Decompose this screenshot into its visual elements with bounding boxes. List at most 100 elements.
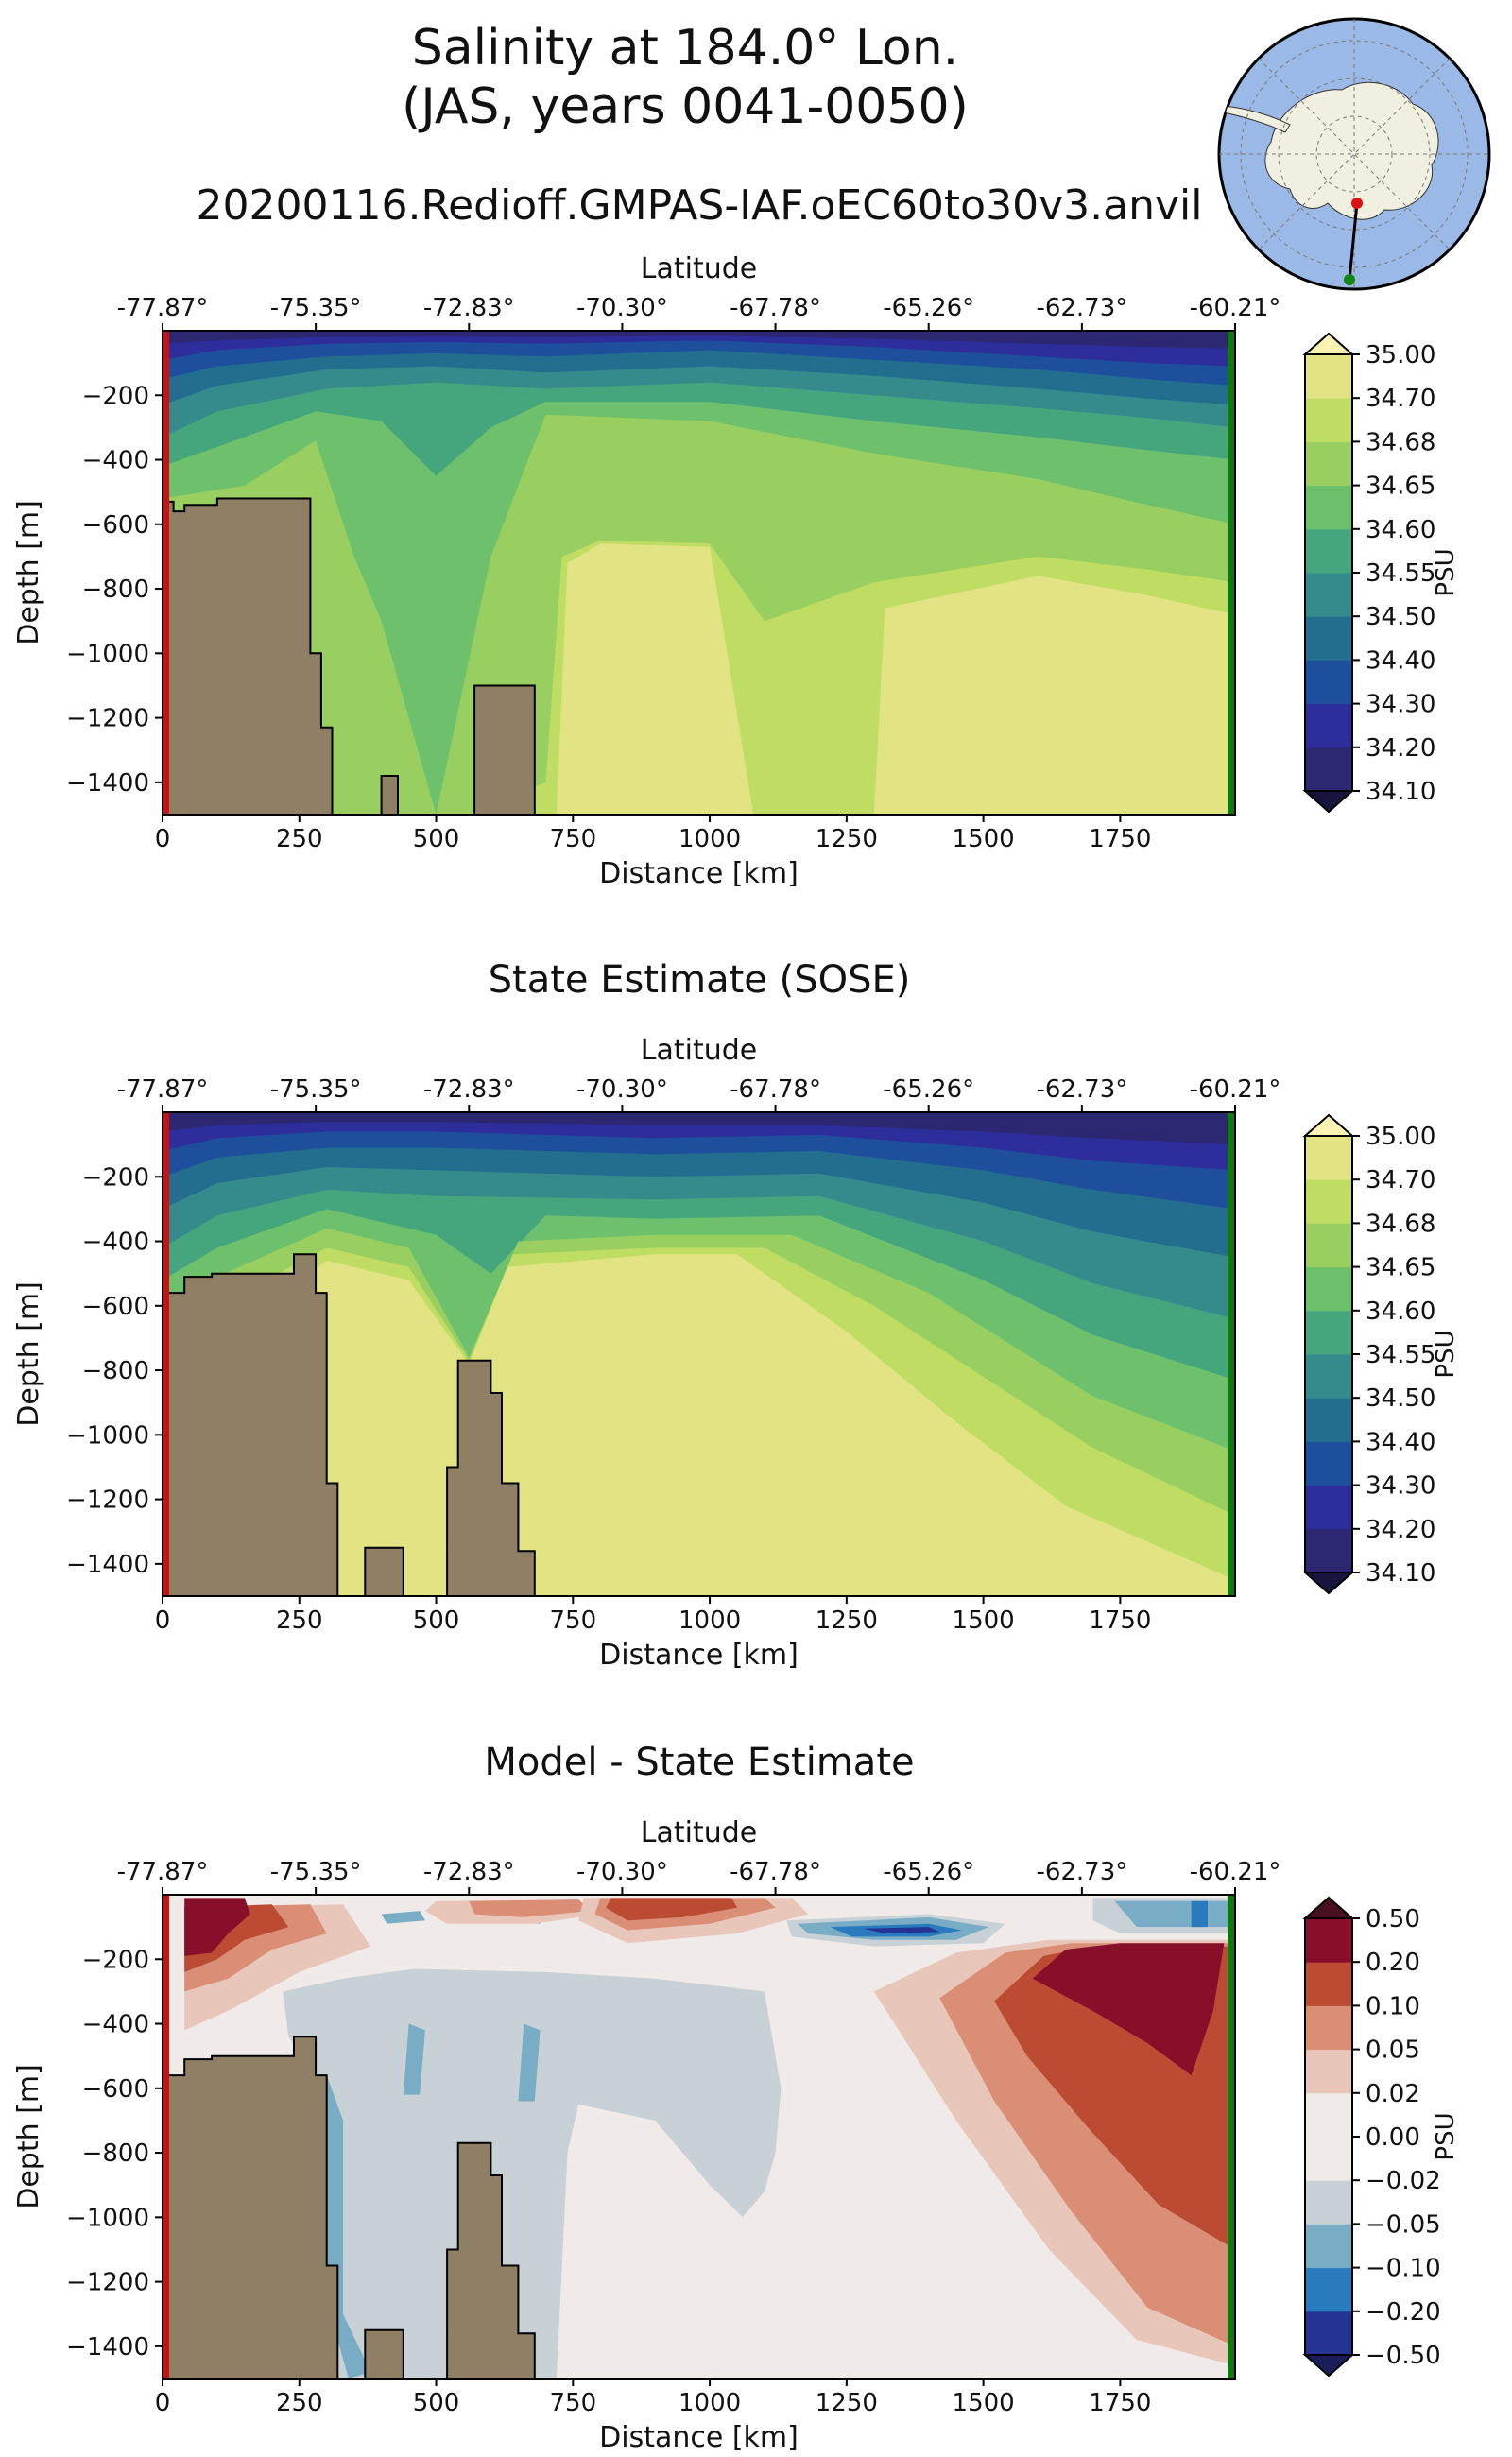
colorbar-swatch: [1305, 441, 1352, 487]
y-tick-label: −1400: [66, 2333, 149, 2362]
colorbar-over-triangle: [1302, 1896, 1355, 1919]
y-tick-label: −200: [82, 1163, 149, 1192]
colorbar-tick-label: 34.40: [1366, 646, 1435, 675]
colorbar-tick-label: 0.20: [1366, 1949, 1420, 1977]
y-axis-label: Depth [m]: [12, 2064, 45, 2209]
bathymetry-land: [163, 2036, 536, 2379]
colorbar-under-triangle: [1302, 790, 1355, 814]
lat-tick-label: -60.21°: [1190, 1075, 1281, 1104]
lat-tick-label: -65.26°: [883, 1858, 974, 1886]
y-tick-label: −400: [82, 2011, 149, 2039]
lat-tick-label: -65.26°: [883, 294, 974, 322]
y-tick-label: −1400: [66, 1551, 149, 1579]
y-tick-label: −600: [82, 511, 149, 540]
colorbar-tick-label: 0.02: [1366, 2080, 1420, 2108]
colorbar-tick-label: 34.10: [1366, 1559, 1435, 1588]
y-tick-label: −800: [82, 576, 149, 604]
y-tick-label: −800: [82, 1357, 149, 1385]
lat-tick-label: -75.35°: [270, 1075, 362, 1104]
colorbar-under-triangle: [1302, 1572, 1355, 1595]
colorbar-swatch: [1305, 485, 1352, 530]
colorbar-tick-label: 34.40: [1366, 1428, 1435, 1456]
lat-tick-label: -62.73°: [1036, 1858, 1127, 1886]
colorbar-swatch: [1305, 2092, 1352, 2138]
plot-frame: [162, 1894, 1236, 2380]
x-tick-label: 250: [276, 2389, 323, 2417]
anomaly-patch-21: [606, 1898, 737, 1921]
colorbar-tick-label: 34.20: [1366, 1516, 1435, 1544]
colorbar-tick-label: 0.10: [1366, 1992, 1420, 2020]
x-tick-label: 750: [549, 825, 596, 853]
y-tick-label: −1000: [66, 2204, 149, 2232]
panel-title-diff: Model - State Estimate: [484, 1741, 914, 1784]
anomaly-patch-3: [518, 2023, 541, 2102]
colorbar-swatch: [1305, 1962, 1352, 2006]
colorbar-swatch: [1305, 573, 1352, 617]
colorbar-swatch: [1305, 747, 1352, 792]
lat-tick-label: -62.73°: [1036, 294, 1127, 322]
x-tick-label: 750: [549, 1606, 596, 1635]
y-tick-label: −200: [82, 1946, 149, 1974]
y-tick-label: −1000: [66, 1421, 149, 1450]
colorbar-swatch: [1305, 2311, 1352, 2356]
colorbar-tick-label: −0.50: [1366, 2342, 1441, 2370]
transect-end-marker: [1228, 331, 1235, 815]
lat-tick-label: -77.87°: [117, 1075, 209, 1104]
contour-band-8: [163, 543, 1235, 815]
colorbar-over-triangle: [1302, 332, 1355, 355]
plot-frame: [162, 330, 1236, 816]
x-tick-label: 1250: [816, 825, 878, 853]
colorbar-swatch: [1305, 1223, 1352, 1268]
lat-tick-label: -77.87°: [117, 1858, 209, 1886]
lat-tick-label: -62.73°: [1036, 1075, 1127, 1104]
lat-tick-label: -67.78°: [730, 1858, 821, 1886]
colorbar-tick-label: 0.50: [1366, 1905, 1420, 1933]
x-tick-label: 1250: [816, 2389, 878, 2417]
colorbar-label: PSU: [1432, 2112, 1460, 2160]
lat-tick-label: -60.21°: [1190, 294, 1281, 322]
colorbar-tick-label: 0.05: [1366, 2036, 1420, 2065]
x-tick-label: 0: [155, 1606, 171, 1635]
y-tick-label: −800: [82, 2139, 149, 2168]
colorbar-label: PSU: [1432, 1330, 1460, 1378]
y-tick-label: −1000: [66, 640, 149, 668]
colorbar-swatch: [1305, 1441, 1352, 1486]
y-tick-label: −400: [82, 447, 149, 475]
colorbar-tick-label: 34.30: [1366, 1472, 1435, 1501]
y-tick-label: −1200: [66, 2269, 149, 2297]
colorbar-tick-label: −0.20: [1366, 2298, 1441, 2327]
lat-tick-label: -60.21°: [1190, 1858, 1281, 1886]
y-tick-label: −600: [82, 2075, 149, 2104]
x-tick-label: 500: [413, 1606, 460, 1635]
bathymetry-land: [163, 1253, 536, 1596]
map-transect-end: [1344, 274, 1355, 285]
inset-map: [1217, 17, 1491, 291]
colorbar-tick-label: 34.55: [1366, 559, 1435, 588]
anomaly-patch-4: [381, 1911, 425, 1924]
colorbar-swatch: [1305, 1485, 1352, 1530]
colorbar-swatch: [1305, 1136, 1352, 1180]
colorbar-swatch: [1305, 1918, 1352, 1963]
y-tick-label: −200: [82, 382, 149, 410]
colorbar-tick-label: 34.68: [1366, 1210, 1435, 1238]
x-tick-label: 250: [276, 1606, 323, 1635]
anomaly-patch-25: [1032, 1943, 1225, 2076]
y-tick-label: −400: [82, 1228, 149, 1257]
transect-start-marker: [163, 1112, 169, 1596]
x-axis-label: Distance [km]: [599, 2421, 799, 2454]
colorbar-swatch: [1305, 1528, 1352, 1573]
colorbar-tick-label: −0.02: [1366, 2167, 1441, 2195]
x-axis-label: Distance [km]: [599, 857, 799, 890]
colorbar-swatch: [1305, 354, 1352, 399]
colorbar-tick-label: 34.55: [1366, 1341, 1435, 1369]
x-tick-label: 1750: [1089, 825, 1151, 853]
colorbar-tick-label: 34.65: [1366, 472, 1435, 501]
colorbar-swatch: [1305, 1179, 1352, 1224]
x-tick-label: 1750: [1089, 2389, 1151, 2417]
x-tick-label: 250: [276, 825, 323, 853]
x-tick-label: 0: [155, 825, 171, 853]
x-tick-label: 1000: [679, 1606, 741, 1635]
transect-start-marker: [163, 331, 169, 815]
run-name-subtitle: 20200116.Redioff.GMPAS-IAF.oEC60to30v3.a…: [197, 181, 1203, 230]
transect-start-marker: [163, 1895, 169, 2379]
